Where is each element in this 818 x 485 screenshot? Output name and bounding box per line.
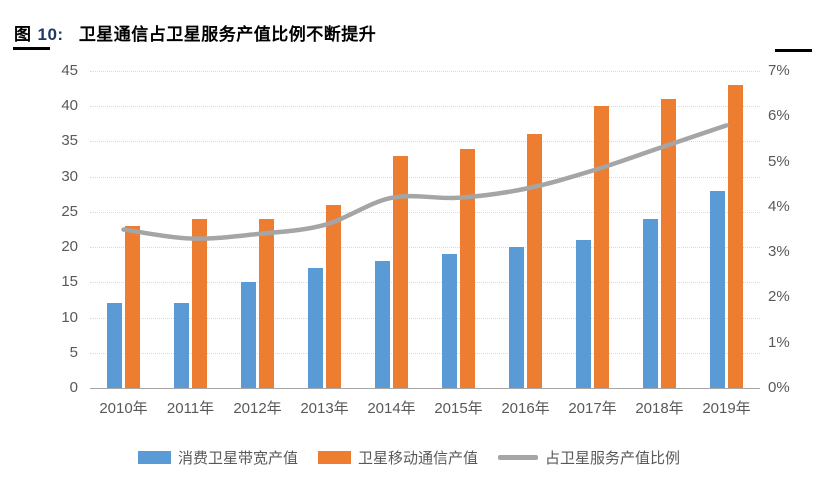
left-axis-tick: 5 [69, 343, 78, 361]
x-axis-label: 2010年 [99, 400, 148, 417]
figure-label-word: 图 [14, 25, 32, 44]
gridline [90, 71, 760, 72]
bar-消费卫星带宽产值-2012年 [241, 282, 256, 388]
figure-title: 图 10: 卫星通信占卫星服务产值比例不断提升 [14, 20, 376, 45]
bar-消费卫星带宽产值-2010年 [107, 303, 122, 388]
bar-卫星移动通信产值-2013年 [326, 204, 341, 388]
bar-卫星移动通信产值-2010年 [125, 225, 140, 388]
left-axis-tick: 20 [61, 238, 78, 256]
right-axis-tick: 3% [768, 243, 790, 261]
x-axis-labels: 2010年 2011年 2012年 2013年 2014年 2015年 2016年 2017年… [90, 397, 760, 418]
left-axis-tick: 40 [61, 97, 78, 115]
bar-卫星移动通信产值-2019年 [728, 85, 743, 388]
x-axis-label: 2012年 [233, 400, 282, 417]
gridline [90, 211, 760, 213]
bar-卫星移动通信产值-2011年 [192, 218, 207, 388]
gridline [90, 176, 760, 178]
gridline [90, 247, 760, 249]
left-axis-tick: 45 [61, 62, 78, 79]
right-axis-tick: 4% [768, 197, 790, 215]
bar-卫星移动通信产值-2012年 [259, 218, 274, 388]
figure-label-number: 10: [37, 25, 64, 44]
ratio-line-series [121, 123, 729, 241]
left-axis-tick: 10 [61, 308, 78, 326]
right-axis-tick: 6% [768, 107, 790, 125]
gridline [90, 282, 760, 284]
right-axis-tick: 7% [768, 62, 790, 79]
left-axis-tick: 25 [61, 202, 78, 220]
left-axis-tick: 0 [69, 379, 78, 396]
left-axis-tick: 35 [61, 132, 78, 150]
bar-卫星移动通信产值-2016年 [527, 134, 542, 388]
right-axis-tick: 2% [768, 288, 790, 306]
gridline [90, 141, 760, 143]
right-axis-tick: 1% [768, 333, 790, 351]
left-axis-tick: 30 [61, 167, 78, 185]
bar-消费卫星带宽产值-2014年 [375, 261, 390, 388]
left-axis-tick: 15 [61, 273, 78, 291]
legend-item: 消费卫星带宽产值 [137, 447, 298, 468]
x-axis-label: 2018年 [635, 400, 684, 417]
figure-title-text: 卫星通信占卫星服务产值比例不断提升 [78, 25, 377, 44]
bar-消费卫星带宽产值-2018年 [643, 218, 658, 388]
gridline [90, 317, 760, 319]
gridline [90, 106, 760, 108]
bar-卫星移动通信产值-2014年 [393, 155, 408, 388]
x-axis-label: 2019年 [702, 400, 751, 417]
bar-消费卫星带宽产值-2016年 [509, 247, 524, 388]
bar-消费卫星带宽产值-2015年 [442, 254, 457, 388]
chart-legend: 消费卫星带宽产值 卫星移动通信产值 占卫星服务产值比例 [0, 447, 818, 468]
title-underline-left [13, 47, 50, 50]
legend-swatch-bar [137, 451, 171, 464]
gridline [90, 352, 760, 354]
legend-swatch-line [498, 455, 538, 460]
legend-item: 卫星移动通信产值 [317, 447, 478, 468]
legend-label: 卫星移动通信产值 [357, 450, 478, 467]
legend-item: 占卫星服务产值比例 [498, 447, 680, 468]
right-axis-tick: 0% [768, 379, 790, 396]
plot-area [90, 71, 760, 389]
bar-消费卫星带宽产值-2017年 [576, 240, 591, 388]
bar-消费卫星带宽产值-2013年 [308, 268, 323, 388]
title-rule-right [775, 49, 812, 52]
x-axis-label: 2013年 [300, 400, 349, 417]
legend-label: 消费卫星带宽产值 [177, 450, 298, 467]
x-axis-label: 2015年 [434, 400, 483, 417]
x-axis-label: 2014年 [367, 400, 416, 417]
bar-消费卫星带宽产值-2019年 [710, 190, 725, 388]
legend-label: 占卫星服务产值比例 [545, 450, 681, 467]
x-axis-line [90, 388, 760, 389]
bar-卫星移动通信产值-2015年 [460, 148, 475, 388]
x-axis-label: 2016年 [501, 400, 550, 417]
legend-swatch-bar [317, 451, 351, 464]
x-axis-label: 2011年 [166, 400, 215, 417]
right-axis-tick: 5% [768, 152, 790, 170]
bar-卫星移动通信产值-2018年 [661, 99, 676, 388]
x-axis-label: 2017年 [568, 400, 617, 417]
bar-消费卫星带宽产值-2011年 [174, 303, 189, 388]
bar-卫星移动通信产值-2017年 [594, 106, 609, 388]
